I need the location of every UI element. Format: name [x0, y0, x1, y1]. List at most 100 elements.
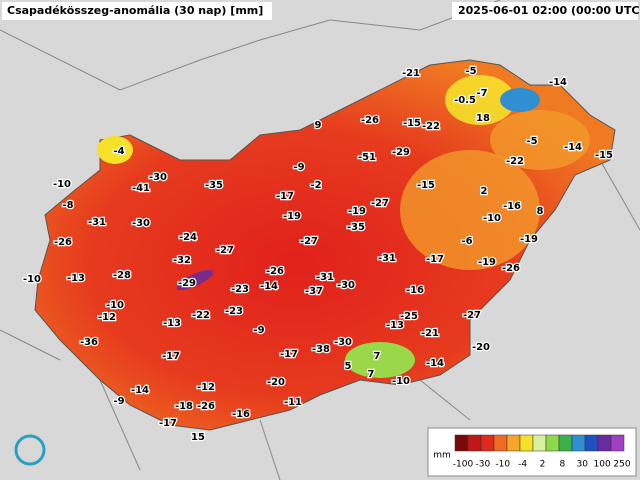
patch — [445, 75, 515, 125]
station-value: -16 — [232, 409, 250, 420]
station-value: -41 — [132, 183, 150, 194]
station-value: -13 — [67, 273, 85, 284]
station-value: 15 — [191, 432, 205, 443]
station-value: -17 — [280, 349, 298, 360]
legend-label: -30 — [476, 460, 491, 470]
timestamp: 2025-06-01 02:00 (00:00 UTC) — [458, 4, 640, 17]
legend-label: 8 — [560, 460, 566, 470]
station-value: -30 — [334, 337, 352, 348]
station-value: -32 — [173, 255, 191, 266]
station-value: -9 — [113, 396, 124, 407]
station-value: -23 — [225, 306, 243, 317]
station-value: -16 — [503, 201, 521, 212]
station-value: -13 — [386, 320, 404, 331]
station-value: -4 — [113, 146, 124, 157]
station-value: -31 — [378, 253, 396, 264]
station-value: -26 — [266, 266, 284, 277]
patch — [490, 110, 590, 170]
station-value: -30 — [149, 172, 167, 183]
station-value: -10 — [23, 274, 41, 285]
patch — [400, 150, 540, 270]
patch — [97, 136, 133, 164]
station-value: -7 — [476, 88, 487, 99]
station-value: -0.5 — [454, 95, 476, 106]
legend-swatch — [584, 434, 599, 452]
lake — [176, 269, 214, 291]
time-box — [452, 2, 638, 20]
station-value: -2 — [310, 180, 321, 191]
legend-swatch — [571, 434, 586, 452]
station-value: -20 — [267, 377, 285, 388]
station-value: -51 — [358, 152, 376, 163]
legend-label: 2 — [540, 460, 546, 470]
station-value: -20 — [472, 342, 490, 353]
station-value: 18 — [476, 113, 490, 124]
station-value: -23 — [231, 284, 249, 295]
station-value: -22 — [192, 310, 210, 321]
station-value: -25 — [400, 311, 418, 322]
station-value: -10 — [53, 179, 71, 190]
station-value: -13 — [163, 318, 181, 329]
station-value: -26 — [502, 263, 520, 274]
station-value: -18 — [175, 401, 193, 412]
station-value: -24 — [179, 232, 197, 243]
station-value: -21 — [402, 68, 420, 79]
legend-swatch — [597, 434, 612, 452]
station-value: 5 — [345, 361, 352, 372]
station-value: -31 — [316, 272, 334, 283]
station-value: -15 — [595, 150, 613, 161]
legend-label: 250 — [613, 460, 630, 470]
logo — [14, 434, 46, 466]
station-value: 2 — [481, 186, 488, 197]
station-value: -29 — [178, 278, 196, 289]
station-value: -10 — [392, 376, 410, 387]
legend-swatch — [545, 434, 560, 452]
station-value: -30 — [337, 280, 355, 291]
station-value: -17 — [159, 418, 177, 429]
legend-swatch — [519, 434, 534, 452]
legend-swatch — [493, 434, 508, 452]
station-value: -19 — [520, 234, 538, 245]
station-value: -17 — [426, 254, 444, 265]
patch — [500, 88, 540, 112]
station-value: -14 — [549, 77, 567, 88]
station-value: -27 — [463, 310, 481, 321]
station-value: -16 — [406, 285, 424, 296]
legend-label: -4 — [518, 460, 527, 470]
title-box — [2, 2, 272, 20]
station-value: -31 — [88, 217, 106, 228]
station-value: -29 — [392, 147, 410, 158]
station-value: -19 — [348, 206, 366, 217]
station-value: -27 — [371, 198, 389, 209]
legend-swatch — [480, 434, 495, 452]
station-value: -22 — [506, 156, 524, 167]
station-value: -37 — [305, 286, 323, 297]
legend-label: -10 — [495, 460, 510, 470]
station-value: -8 — [62, 200, 73, 211]
station-value: -22 — [422, 121, 440, 132]
station-value: -17 — [162, 351, 180, 362]
station-value: -17 — [276, 191, 294, 202]
legend-unit: mm — [433, 451, 451, 461]
station-value: -11 — [284, 397, 302, 408]
station-value: -6 — [461, 236, 472, 247]
station-value: -35 — [347, 222, 365, 233]
station-value: -27 — [300, 236, 318, 247]
station-value: -35 — [205, 180, 223, 191]
station-value: -30 — [132, 218, 150, 229]
station-value: -19 — [283, 211, 301, 222]
station-value: -14 — [426, 358, 444, 369]
station-value: -9 — [253, 325, 264, 336]
legend-label: -100 — [453, 460, 474, 470]
station-value: -10 — [106, 300, 124, 311]
patch — [345, 342, 415, 378]
legend-swatch — [532, 434, 547, 452]
station-value: -10 — [483, 213, 501, 224]
station-value: -5 — [465, 66, 476, 77]
station-value: 7 — [368, 369, 375, 380]
legend-swatch — [610, 434, 625, 452]
title: Csapadékösszeg-anomália (30 nap) [mm] — [7, 4, 263, 17]
station-value: -15 — [403, 118, 421, 129]
